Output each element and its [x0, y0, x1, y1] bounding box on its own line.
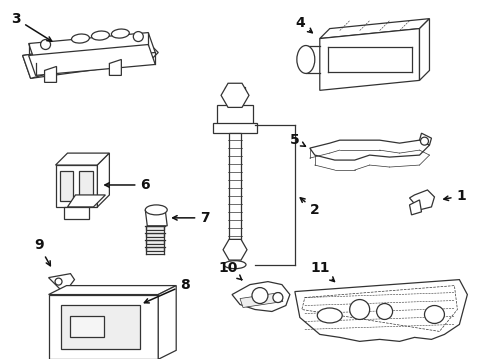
Polygon shape — [147, 233, 164, 237]
Polygon shape — [23, 39, 158, 78]
Circle shape — [133, 32, 143, 41]
Ellipse shape — [318, 308, 342, 323]
Polygon shape — [59, 171, 74, 201]
Ellipse shape — [424, 306, 444, 323]
Polygon shape — [28, 45, 155, 75]
Polygon shape — [45, 67, 56, 82]
Text: 4: 4 — [295, 15, 312, 33]
Text: 1: 1 — [444, 189, 466, 203]
Polygon shape — [310, 140, 429, 160]
Ellipse shape — [145, 205, 167, 215]
Polygon shape — [49, 359, 158, 360]
Polygon shape — [158, 285, 176, 359]
Text: 7: 7 — [172, 211, 210, 225]
Ellipse shape — [72, 34, 89, 43]
Circle shape — [55, 278, 62, 285]
Polygon shape — [295, 280, 467, 341]
Circle shape — [377, 303, 392, 319]
Text: 8: 8 — [145, 278, 190, 303]
Polygon shape — [68, 195, 105, 207]
Text: 3: 3 — [11, 12, 52, 41]
Polygon shape — [98, 153, 109, 207]
Polygon shape — [49, 274, 74, 292]
Polygon shape — [147, 226, 164, 230]
Text: 6: 6 — [105, 178, 150, 192]
Circle shape — [350, 300, 369, 319]
Polygon shape — [55, 153, 109, 165]
Text: 9: 9 — [34, 238, 50, 266]
Polygon shape — [28, 32, 155, 63]
Polygon shape — [419, 133, 432, 145]
Polygon shape — [64, 207, 90, 219]
Circle shape — [41, 40, 50, 50]
Polygon shape — [217, 105, 253, 125]
Circle shape — [420, 137, 428, 145]
Ellipse shape — [224, 261, 246, 269]
Polygon shape — [223, 239, 247, 260]
Polygon shape — [49, 285, 176, 294]
Ellipse shape — [297, 45, 315, 73]
Circle shape — [252, 288, 268, 303]
Text: 5: 5 — [290, 133, 306, 147]
Polygon shape — [147, 240, 164, 244]
Polygon shape — [49, 294, 158, 359]
Polygon shape — [109, 59, 122, 75]
Text: 11: 11 — [310, 261, 335, 282]
Polygon shape — [419, 19, 429, 80]
Circle shape — [273, 293, 283, 302]
Text: 10: 10 — [219, 261, 242, 280]
Polygon shape — [232, 282, 290, 311]
Polygon shape — [213, 123, 257, 133]
Polygon shape — [147, 247, 164, 251]
Ellipse shape — [92, 31, 109, 40]
Polygon shape — [61, 305, 140, 349]
Polygon shape — [320, 19, 429, 39]
Polygon shape — [240, 293, 283, 307]
Polygon shape — [410, 200, 421, 215]
Text: 2: 2 — [300, 198, 319, 217]
Polygon shape — [225, 87, 245, 95]
Polygon shape — [55, 165, 98, 207]
Polygon shape — [320, 28, 419, 90]
Ellipse shape — [111, 29, 129, 38]
Polygon shape — [221, 83, 249, 107]
Polygon shape — [229, 133, 241, 250]
Polygon shape — [71, 316, 104, 337]
Polygon shape — [79, 171, 94, 201]
Polygon shape — [410, 190, 435, 210]
Polygon shape — [23, 39, 148, 78]
Polygon shape — [145, 210, 167, 226]
